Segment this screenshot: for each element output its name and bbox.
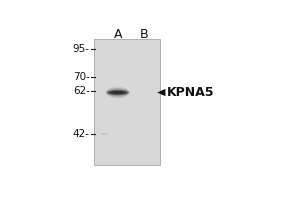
Text: 62-: 62- (73, 86, 90, 96)
Text: A: A (113, 28, 122, 41)
Ellipse shape (106, 88, 129, 97)
Ellipse shape (106, 87, 129, 98)
Ellipse shape (101, 133, 108, 135)
Text: B: B (140, 28, 149, 41)
Text: 42-: 42- (73, 129, 90, 139)
Text: KPNA5: KPNA5 (167, 86, 214, 99)
Ellipse shape (107, 90, 129, 95)
Ellipse shape (108, 90, 127, 95)
Polygon shape (157, 89, 165, 96)
Text: 70-: 70- (73, 72, 90, 82)
Bar (94, 39, 160, 165)
Text: 95-: 95- (73, 44, 90, 54)
Ellipse shape (111, 91, 125, 94)
